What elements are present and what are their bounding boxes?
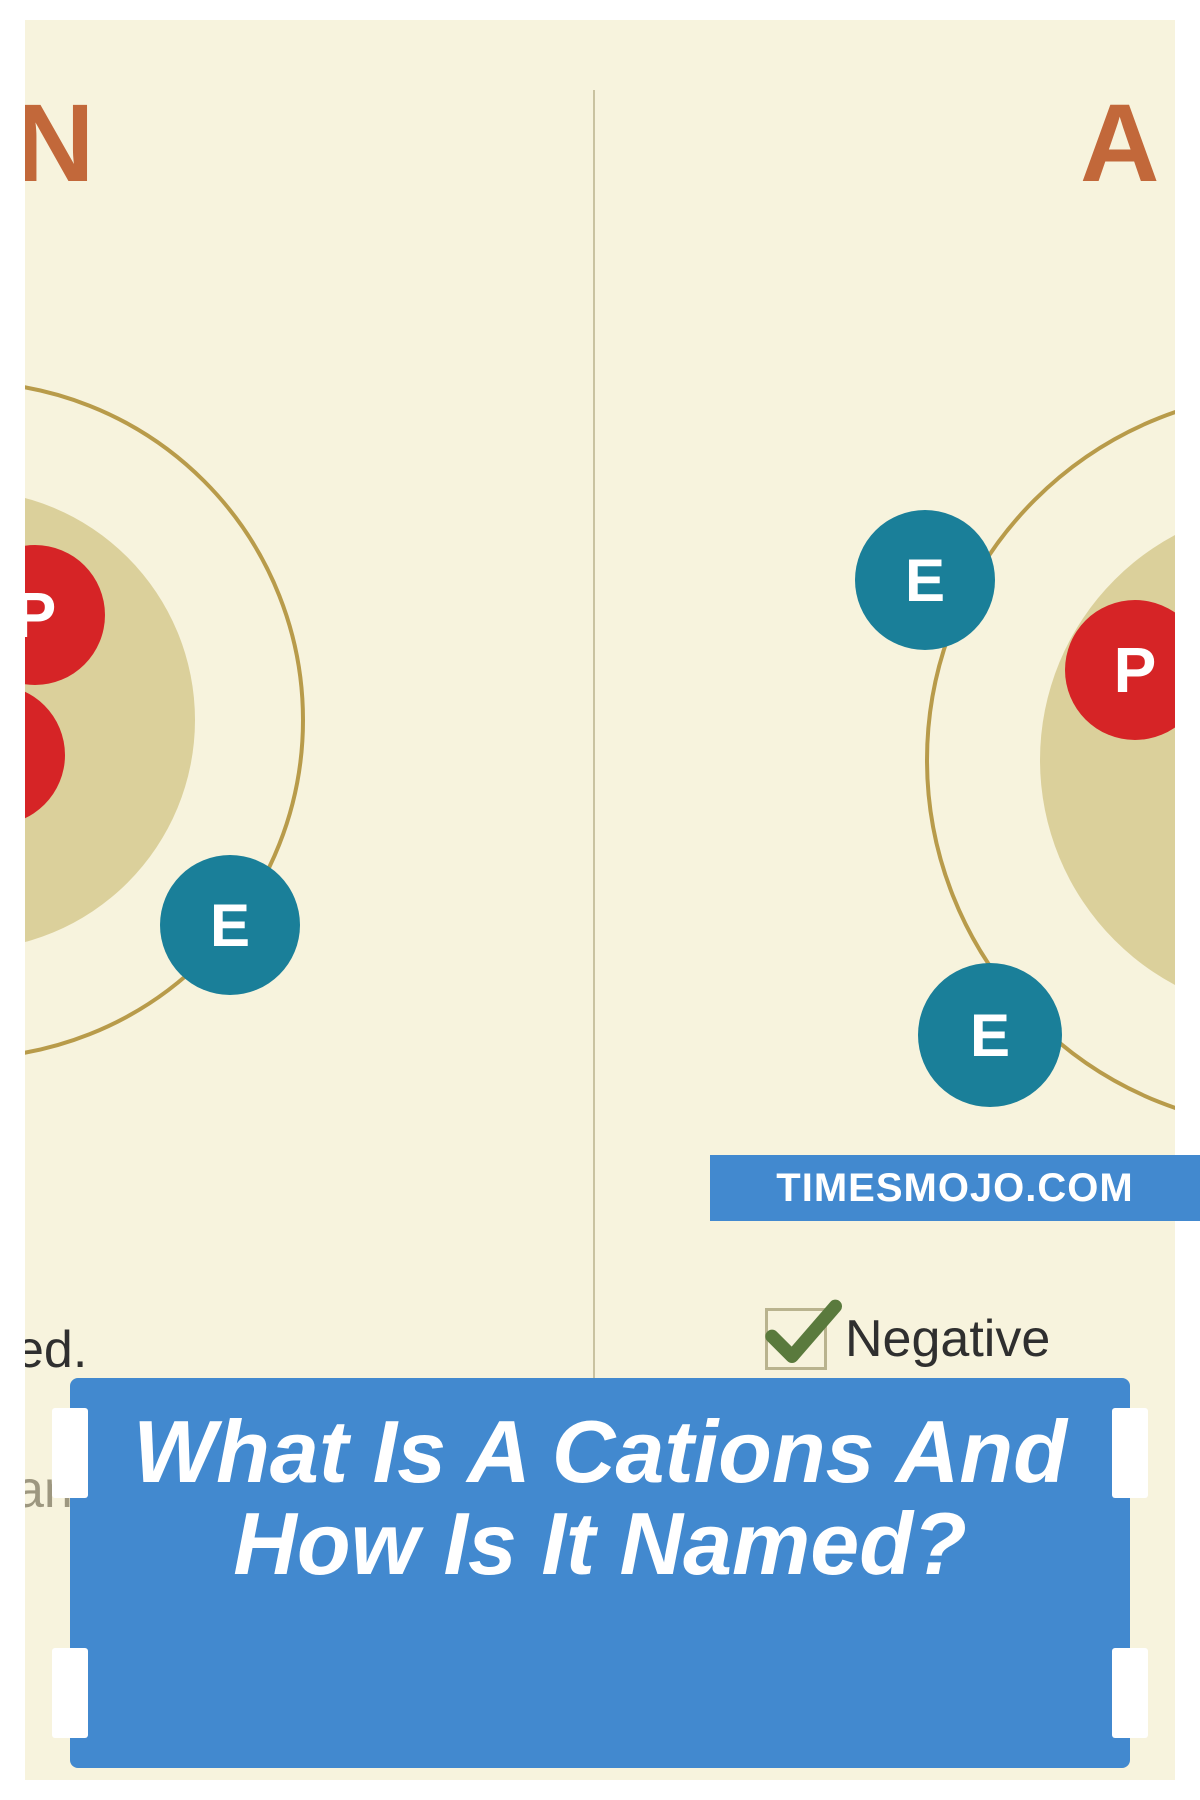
particle-label: E — [210, 891, 250, 960]
title-banner: What Is A Cations And How Is It Named? — [70, 1378, 1130, 1768]
right-check-1: Negative — [765, 1308, 1050, 1370]
heading-right: A — [1080, 80, 1163, 207]
particle-label: P — [1114, 633, 1157, 707]
left-text-1: ed. — [25, 1320, 87, 1380]
check-label: Negative — [845, 1309, 1050, 1369]
title-text: What Is A Cations And How Is It Named? — [70, 1406, 1130, 1591]
checkbox — [765, 1308, 827, 1370]
banner-notch — [1112, 1408, 1148, 1498]
banner-notch — [52, 1408, 88, 1498]
banner-notch — [52, 1648, 88, 1738]
heading-left: N — [25, 80, 98, 207]
left-electron: E — [160, 855, 300, 995]
right-electron-2: E — [918, 963, 1062, 1107]
particle-label: E — [970, 1001, 1010, 1070]
banner-notch — [1112, 1648, 1148, 1738]
particle-label: P — [25, 578, 56, 652]
site-watermark: TIMESMOJO.COM — [710, 1155, 1200, 1221]
center-divider — [593, 90, 595, 1450]
right-electron-1: E — [855, 510, 995, 650]
particle-label: E — [905, 546, 945, 615]
checkmark-icon — [762, 1293, 842, 1373]
